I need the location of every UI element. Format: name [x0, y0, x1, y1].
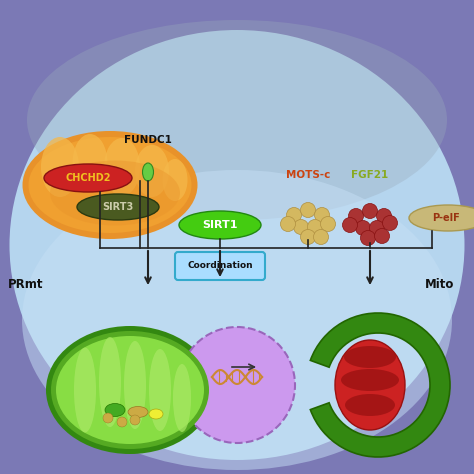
- Ellipse shape: [46, 326, 214, 454]
- Ellipse shape: [143, 163, 154, 181]
- Text: PRmt: PRmt: [8, 279, 44, 292]
- Ellipse shape: [41, 137, 79, 197]
- Circle shape: [130, 415, 140, 425]
- Ellipse shape: [73, 134, 108, 192]
- Text: P-eIF: P-eIF: [432, 213, 460, 223]
- Circle shape: [320, 217, 336, 231]
- Circle shape: [117, 417, 127, 427]
- Circle shape: [363, 203, 377, 219]
- Ellipse shape: [105, 403, 125, 417]
- Circle shape: [293, 219, 309, 235]
- Ellipse shape: [22, 170, 452, 470]
- Ellipse shape: [149, 349, 171, 431]
- Circle shape: [315, 208, 329, 222]
- Text: Mito: Mito: [425, 279, 455, 292]
- Ellipse shape: [149, 409, 163, 419]
- Circle shape: [301, 229, 316, 245]
- Ellipse shape: [124, 341, 146, 429]
- Circle shape: [376, 209, 392, 224]
- Ellipse shape: [74, 347, 96, 432]
- Ellipse shape: [77, 194, 159, 220]
- Circle shape: [286, 208, 301, 222]
- Circle shape: [308, 219, 322, 235]
- Circle shape: [361, 230, 375, 246]
- Text: FUNDC1: FUNDC1: [124, 135, 172, 145]
- Circle shape: [374, 228, 390, 244]
- Ellipse shape: [345, 394, 395, 416]
- FancyBboxPatch shape: [175, 252, 265, 280]
- Ellipse shape: [56, 336, 204, 444]
- Ellipse shape: [179, 211, 261, 239]
- Text: CHCHD2: CHCHD2: [65, 173, 111, 183]
- Ellipse shape: [51, 331, 209, 449]
- Circle shape: [348, 209, 364, 224]
- Circle shape: [313, 229, 328, 245]
- Ellipse shape: [173, 364, 191, 432]
- Ellipse shape: [104, 138, 140, 196]
- Text: FGF21: FGF21: [351, 170, 389, 180]
- Ellipse shape: [28, 137, 191, 233]
- Ellipse shape: [135, 145, 169, 197]
- Ellipse shape: [335, 340, 405, 430]
- Text: SIRT3: SIRT3: [102, 202, 134, 212]
- Ellipse shape: [99, 337, 121, 427]
- Ellipse shape: [128, 407, 148, 418]
- Ellipse shape: [22, 131, 198, 239]
- Ellipse shape: [163, 159, 188, 201]
- Circle shape: [343, 218, 357, 233]
- Ellipse shape: [50, 161, 180, 226]
- Ellipse shape: [344, 346, 396, 368]
- Ellipse shape: [9, 30, 465, 460]
- Circle shape: [179, 327, 295, 443]
- Circle shape: [103, 413, 113, 423]
- Ellipse shape: [341, 369, 399, 391]
- Circle shape: [356, 220, 371, 236]
- Text: MOTS-c: MOTS-c: [286, 170, 330, 180]
- Text: Coordination: Coordination: [187, 262, 253, 271]
- Circle shape: [301, 202, 316, 218]
- Circle shape: [370, 220, 384, 236]
- Circle shape: [281, 217, 295, 231]
- Ellipse shape: [27, 20, 447, 220]
- Wedge shape: [310, 313, 450, 457]
- Ellipse shape: [409, 205, 474, 231]
- Text: SIRT1: SIRT1: [202, 220, 238, 230]
- Circle shape: [383, 216, 398, 230]
- Ellipse shape: [44, 164, 132, 192]
